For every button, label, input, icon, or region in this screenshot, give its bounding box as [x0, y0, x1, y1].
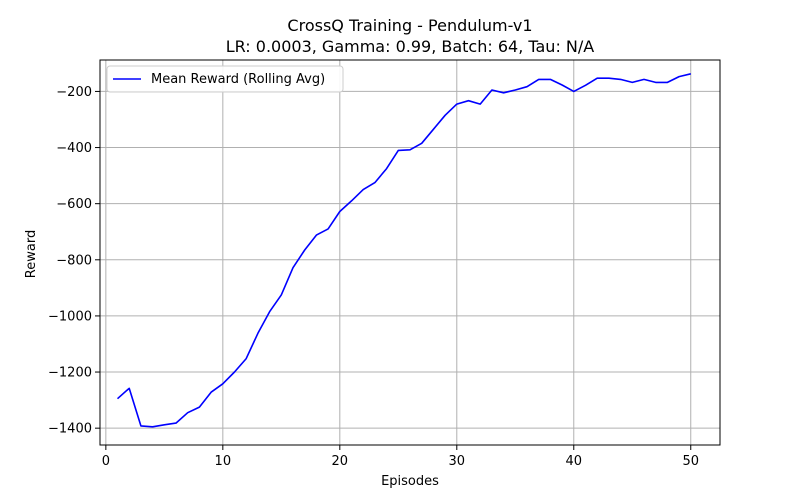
x-tick-label: 30	[449, 454, 466, 469]
y-tick-label: −1000	[48, 309, 92, 324]
x-axis-ticks: 0 10 20 30 40 50	[102, 445, 699, 469]
series-line-mean-reward	[116, 73, 691, 428]
x-tick-label: 20	[332, 454, 349, 469]
y-tick-label: −600	[56, 197, 92, 212]
chart-subtitle: LR: 0.0003, Gamma: 0.99, Batch: 64, Tau:…	[226, 37, 595, 56]
grid-lines	[100, 60, 720, 445]
legend: Mean Reward (Rolling Avg)	[106, 65, 344, 93]
x-tick-label: 50	[682, 454, 699, 469]
y-axis-ticks: −1400 −1200 −1000 −800 −600 −400 −200	[48, 85, 100, 437]
x-axis-label: Episodes	[381, 474, 439, 489]
plot-frame	[99, 59, 721, 446]
x-tick-label: 10	[215, 454, 232, 469]
legend-box	[106, 65, 344, 93]
y-tick-label: −1400	[48, 422, 92, 437]
y-axis-label: Reward	[24, 230, 39, 278]
y-tick-label: −400	[56, 141, 92, 156]
legend-label-mean-reward: Mean Reward (Rolling Avg)	[151, 72, 325, 87]
y-tick-label: −800	[56, 253, 92, 268]
x-tick-label: 0	[102, 454, 110, 469]
y-tick-label: −200	[56, 85, 92, 100]
x-tick-label: 40	[566, 454, 583, 469]
y-tick-label: −1200	[48, 366, 92, 381]
chart-title: CrossQ Training - Pendulum-v1	[287, 16, 532, 35]
